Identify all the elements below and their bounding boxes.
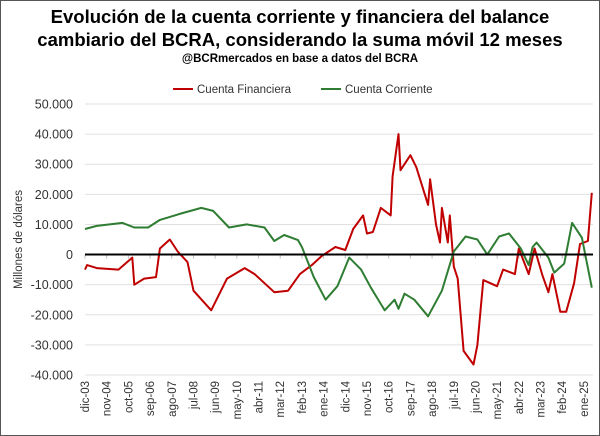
x-tick-label: sep-17 (405, 381, 417, 416)
x-tick-label: mar-23 (536, 381, 548, 417)
x-tick-label: ene-25 (579, 381, 591, 417)
x-tick-label: jul-19 (449, 381, 461, 410)
chart-subtitle: @BCRmercados en base a datos del BCRA (181, 53, 419, 65)
x-tick-label: jul-08 (188, 381, 200, 410)
y-tick-label: -40.000 (31, 369, 73, 383)
x-tick-label: may-21 (492, 381, 504, 419)
y-tick-label: 10.000 (35, 218, 73, 232)
x-tick-label: dic-14 (340, 380, 352, 412)
x-tick-label: abr-11 (254, 381, 266, 413)
x-tick-label: dic-03 (80, 381, 92, 412)
x-tick-label: ago-18 (427, 381, 439, 417)
chart-title: Evolución de la cuenta corriente y finan… (50, 6, 550, 27)
x-tick-label: abr-22 (514, 381, 526, 414)
x-tick-label: feb-13 (297, 381, 309, 414)
series-line-cuenta-corriente (84, 206, 593, 318)
chart-title-line2: cambiario del BCRA, considerando la suma… (37, 29, 563, 50)
y-tick-label: 40.000 (35, 128, 73, 142)
y-tick-label: -20.000 (31, 308, 73, 322)
x-tick-label: jun-20 (470, 381, 482, 414)
x-tick-label: nov-15 (362, 381, 374, 416)
y-tick-label: -30.000 (31, 338, 73, 352)
x-tick-label: mar-12 (275, 381, 287, 417)
x-tick-label: oct-05 (123, 381, 135, 413)
x-tick-label: feb-24 (557, 380, 569, 413)
legend-label: Cuenta Financiera (197, 84, 292, 96)
y-tick-label: -10.000 (31, 278, 73, 292)
y-tick-label: 0 (66, 248, 73, 262)
x-tick-label: jun-09 (210, 381, 222, 414)
y-tick-label: 20.000 (35, 188, 73, 202)
x-tick-label: may-10 (232, 381, 244, 419)
y-tick-label: 50.000 (35, 98, 73, 112)
y-tick-label: 30.000 (35, 158, 73, 172)
x-tick-label: nov-04 (102, 380, 114, 416)
legend-label: Cuenta Corriente (345, 84, 433, 96)
x-tick-label: oct-16 (384, 381, 396, 413)
x-tick-label: ene-14 (319, 380, 331, 416)
x-tick-label: ago-07 (167, 381, 179, 417)
series-line-cuenta-financiera (84, 133, 593, 366)
x-tick-label: sep-06 (145, 381, 157, 416)
y-axis-label: Millones de dólares (13, 190, 25, 289)
